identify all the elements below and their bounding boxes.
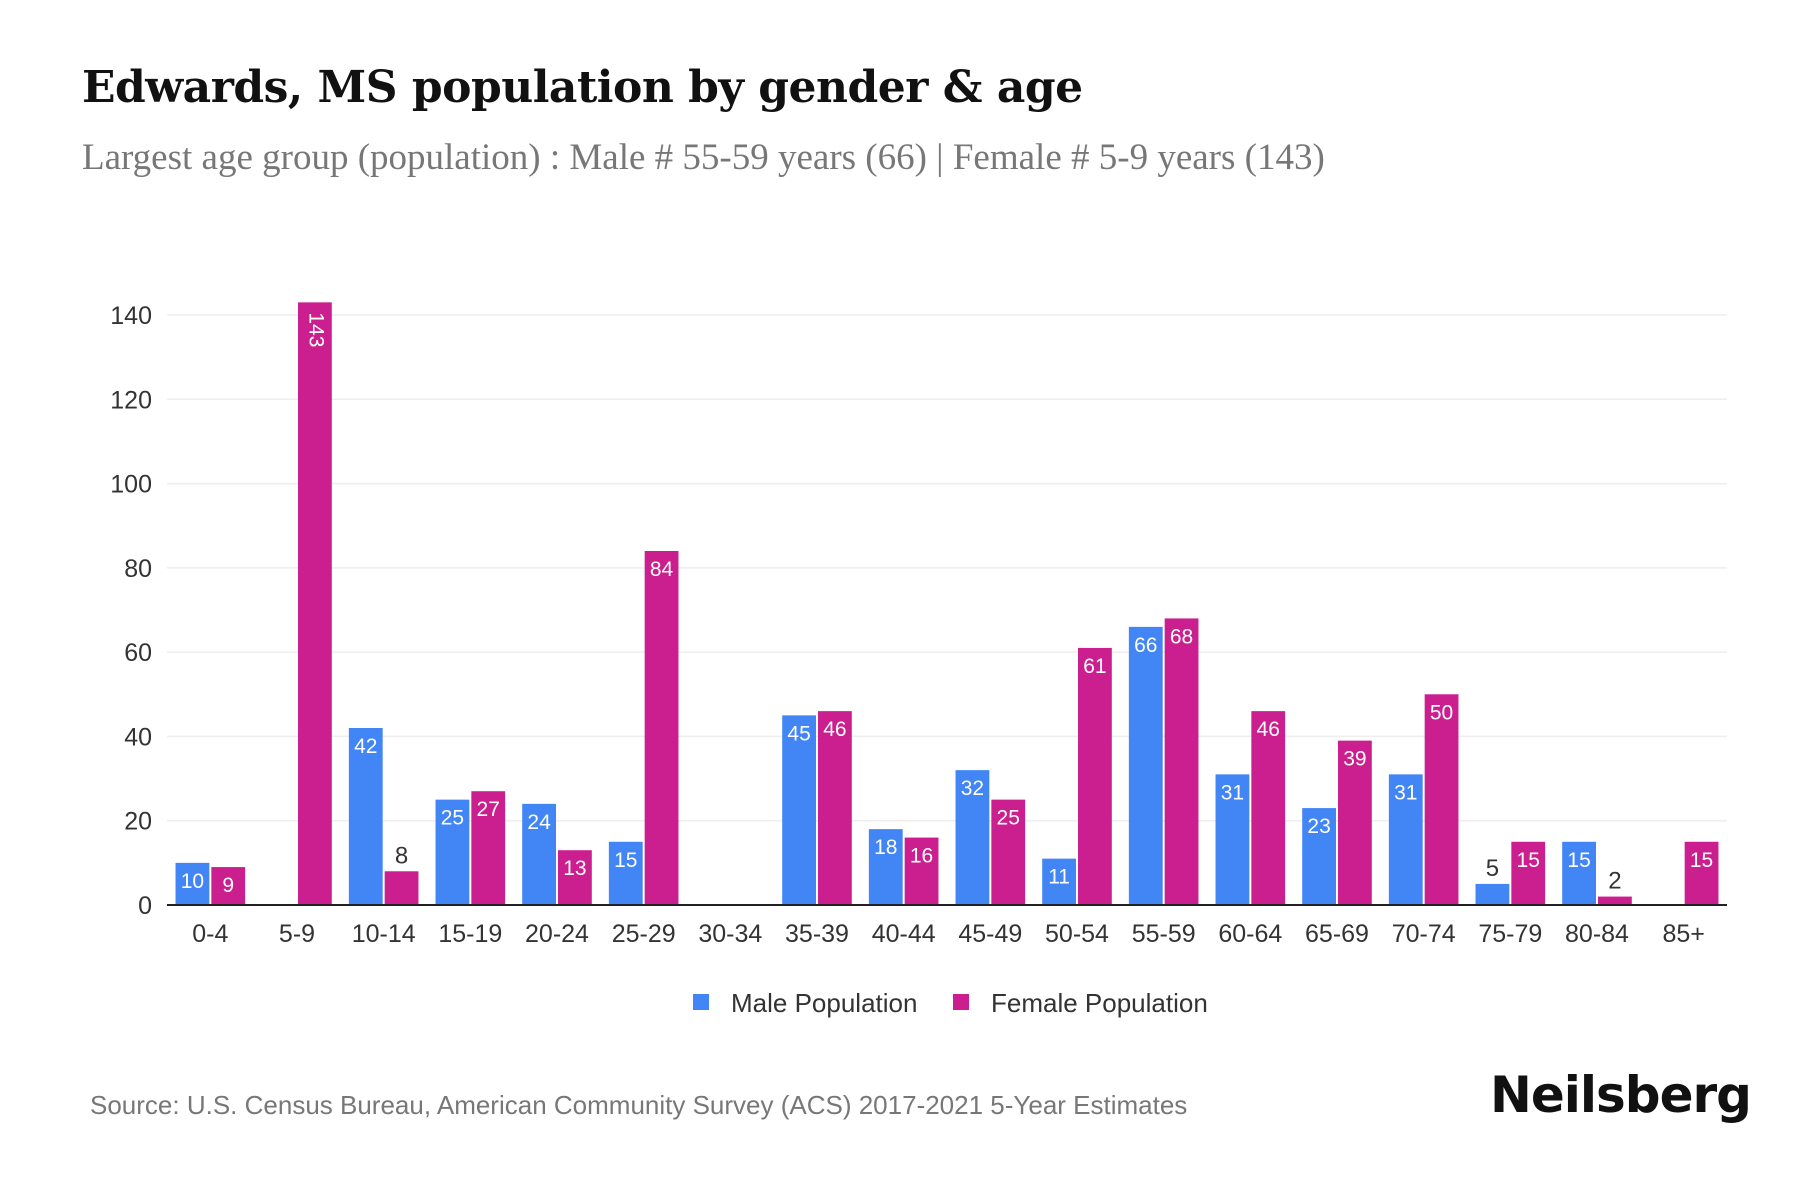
data-label: 11 [1048,866,1070,889]
data-label: 45 [787,722,810,745]
data-label: 15 [1690,849,1713,872]
bar-female [1251,711,1286,905]
x-tick-label: 85+ [1662,920,1704,948]
data-label: 9 [222,874,234,897]
x-tick-label: 70-74 [1392,920,1456,948]
bar-male [348,728,383,905]
data-label: 13 [563,857,586,880]
data-label: 5 [1486,855,1499,882]
x-tick-label: 80-84 [1565,920,1629,948]
data-label: 42 [354,735,377,758]
bar-female [384,871,419,905]
y-tick-label: 80 [124,555,152,583]
y-tick-label: 40 [124,723,152,751]
bar-female [1078,647,1112,905]
bar-male [1302,808,1336,905]
x-tick-label: 65-69 [1305,920,1369,948]
bar-female [1511,841,1546,905]
x-tick-label: 35-39 [785,920,849,948]
x-tick-label: 25-29 [612,920,676,948]
data-label: 2 [1608,868,1621,895]
bar-male [1475,883,1510,905]
y-tick-label: 140 [110,302,152,330]
data-label: 46 [823,718,846,741]
brand-logo: Neilsberg [1490,1066,1752,1124]
x-tick-label: 50-54 [1045,920,1109,948]
x-tick-label: 55-59 [1132,920,1196,948]
bar-male [1215,774,1250,905]
bar-male [608,841,643,905]
bar-female [471,791,506,905]
bar-female [1338,740,1372,905]
y-tick-label: 60 [124,639,152,667]
data-label: 39 [1343,748,1366,771]
bar-male [782,715,816,905]
data-label: 61 [1083,655,1106,678]
data-label: 31 [1221,781,1244,804]
bar-male [1562,841,1596,905]
data-label: 143 [304,312,327,347]
y-tick-label: 0 [138,892,152,920]
legend-swatch-male [693,994,709,1010]
x-tick-label: 10-14 [352,920,416,948]
data-label: 16 [910,845,933,868]
bar-male [1128,626,1163,905]
bar-female [1598,896,1632,905]
x-tick-label: 45-49 [958,920,1022,948]
bar-male [1388,774,1423,905]
x-tick-label: 60-64 [1218,920,1282,948]
x-tick-label: 75-79 [1478,920,1542,948]
x-tick-label: 20-24 [525,920,589,948]
bar-male [955,770,990,905]
data-label: 10 [181,870,204,893]
chart-title: Edwards, MS population by gender & age [82,62,1083,113]
y-tick-label: 120 [110,386,152,414]
x-tick-label: 15-19 [438,920,502,948]
data-label: 32 [961,777,984,800]
bar-female [1164,618,1199,905]
bar-female [1424,694,1459,905]
data-label: 84 [650,558,674,581]
bar-female [818,711,852,905]
bar-female [904,837,939,905]
bar-female [298,302,332,905]
bar-male [522,803,556,905]
x-tick-label: 0-4 [192,920,228,948]
data-label: 46 [1257,718,1280,741]
x-tick-label: 40-44 [872,920,936,948]
data-label: 15 [1517,849,1540,872]
legend-label: Female Population [991,988,1208,1018]
data-label: 68 [1170,625,1193,648]
y-tick-label: 20 [124,808,152,836]
data-label: 31 [1394,781,1417,804]
y-tick-label: 100 [110,471,152,499]
bar-male [435,799,470,905]
bar-female [644,551,679,905]
data-label: 50 [1430,701,1453,724]
bar-female [991,799,1026,905]
data-label: 15 [1567,849,1590,872]
chart-subtitle: Largest age group (population) : Male # … [82,137,1325,178]
legend-swatch-female [953,994,969,1010]
data-label: 18 [874,836,897,859]
legend-label: Male Population [731,988,917,1018]
bar-female [211,867,246,905]
x-tick-label: 30-34 [698,920,762,948]
x-tick-label: 5-9 [279,920,315,948]
bar-male [1042,858,1076,905]
bar-male [868,829,903,905]
data-label: 23 [1307,815,1330,838]
data-label: 66 [1134,634,1157,657]
data-label: 15 [614,849,637,872]
data-label: 24 [527,811,551,834]
bar-female [558,850,592,905]
bar-male [175,862,210,905]
bar-female [1684,841,1719,905]
data-label: 25 [997,807,1020,830]
data-label: 25 [441,807,464,830]
data-label: 8 [395,842,408,869]
data-label: 27 [477,798,500,821]
source-note: Source: U.S. Census Bureau, American Com… [90,1090,1188,1120]
